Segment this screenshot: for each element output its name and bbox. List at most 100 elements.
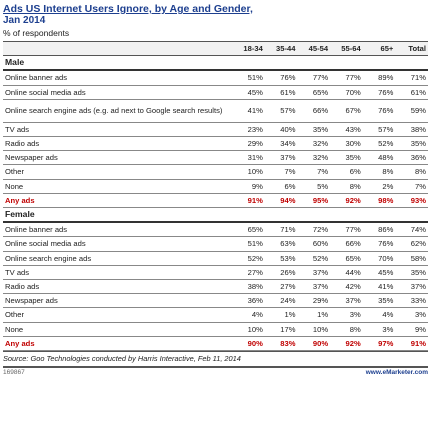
section-row: Male	[3, 55, 428, 72]
cell: 65%	[232, 222, 265, 238]
footer: 169867 www.eMarketer.com	[3, 366, 428, 377]
cell: 37%	[264, 150, 298, 166]
cell: 26%	[264, 265, 298, 281]
row-label: Other	[3, 164, 233, 180]
row-label: TV ads	[3, 122, 233, 138]
row-label: Newspaper ads	[3, 150, 233, 166]
cell: 66%	[330, 236, 363, 252]
title: Ads US Internet Users Ignore, by Age and…	[3, 3, 253, 15]
cell: 94%	[264, 193, 298, 209]
data-row: TV ads 23% 40% 35% 43% 57% 38%	[3, 122, 428, 138]
data-row: Online banner ads 51% 76% 77% 77% 89% 71%	[3, 70, 428, 86]
cell: 23%	[232, 122, 265, 138]
data-row: Newspaper ads 36% 24% 29% 37% 35% 33%	[3, 293, 428, 309]
cell: 95%	[297, 193, 331, 209]
cell: 62%	[395, 236, 428, 252]
cell: 76%	[362, 99, 396, 123]
cell: 66%	[297, 99, 331, 123]
data-table: 18-34 35-44 45-54 55-64 65+ Total Male Online …	[3, 40, 428, 352]
cell: 65%	[297, 85, 331, 100]
cell: 3%	[362, 322, 396, 337]
cell: 36%	[232, 293, 265, 309]
cell: 57%	[264, 99, 298, 123]
cell: 65%	[330, 251, 363, 266]
cell: 33%	[395, 293, 428, 309]
column-header: 18-34	[232, 40, 265, 57]
cell: 2%	[362, 179, 396, 194]
header-row: 18-34 35-44 45-54 55-64 65+ Total	[3, 40, 428, 57]
row-label: Online social media ads	[3, 236, 233, 252]
row-label: Any ads	[3, 336, 233, 352]
cell: 77%	[330, 70, 363, 86]
row-label: Any ads	[3, 193, 233, 209]
cell: 27%	[232, 265, 265, 281]
subtitle: % of respondents	[3, 28, 70, 38]
cell: 3%	[330, 307, 363, 323]
cell: 35%	[362, 293, 396, 309]
cell: 7%	[297, 164, 331, 180]
cell: 37%	[297, 279, 331, 295]
column-header: Total	[395, 40, 428, 57]
cell: 8%	[330, 322, 363, 337]
cell: 76%	[362, 85, 396, 100]
cell: 98%	[362, 193, 396, 209]
column-header: 35-44	[264, 40, 298, 57]
cell: 34%	[264, 136, 298, 152]
date: Jan 2014	[3, 15, 46, 26]
data-row: Online banner ads 65% 71% 72% 77% 86% 74%	[3, 222, 428, 238]
cell: 38%	[232, 279, 265, 295]
data-row: Any ads 90% 83% 90% 92% 97% 91%	[3, 336, 428, 352]
cell: 8%	[362, 164, 396, 180]
cell: 35%	[395, 136, 428, 152]
cell: 7%	[395, 179, 428, 194]
cell: 71%	[264, 222, 298, 238]
cell: 27%	[264, 279, 298, 295]
cell: 45%	[232, 85, 265, 100]
cell: 57%	[362, 122, 396, 138]
data-row: Any ads 91% 94% 95% 92% 98% 93%	[3, 193, 428, 209]
data-row: Radio ads 38% 27% 37% 42% 41% 37%	[3, 279, 428, 295]
cell: 72%	[297, 222, 331, 238]
cell: 43%	[330, 122, 363, 138]
cell: 77%	[330, 222, 363, 238]
cell: 76%	[264, 70, 298, 86]
row-label: Online banner ads	[3, 70, 233, 86]
cell: 52%	[232, 251, 265, 266]
row-label: TV ads	[3, 265, 233, 281]
cell: 36%	[395, 150, 428, 166]
row-label: Newspaper ads	[3, 293, 233, 309]
cell: 35%	[395, 265, 428, 281]
header-cell	[3, 40, 233, 57]
cell: 92%	[330, 193, 363, 209]
data-row: None 10% 17% 10% 8% 3% 9%	[3, 322, 428, 337]
cell: 6%	[330, 164, 363, 180]
data-row: Other 10% 7% 7% 6% 8% 8%	[3, 164, 428, 180]
section-label: Female	[3, 207, 428, 224]
cell: 61%	[264, 85, 298, 100]
row-label: Radio ads	[3, 279, 233, 295]
row-label: Online banner ads	[3, 222, 233, 238]
cell: 8%	[395, 164, 428, 180]
cell: 77%	[297, 70, 331, 86]
cell: 4%	[232, 307, 265, 323]
data-row: Newspaper ads 31% 37% 32% 35% 48% 36%	[3, 150, 428, 166]
cell: 90%	[232, 336, 265, 352]
cell: 24%	[264, 293, 298, 309]
data-row: Radio ads 29% 34% 32% 30% 52% 35%	[3, 136, 428, 152]
cell: 37%	[297, 265, 331, 281]
cell: 52%	[362, 136, 396, 152]
cell: 35%	[297, 122, 331, 138]
cell: 4%	[362, 307, 396, 323]
source: Source: Goo Technologies conducted by Ha…	[3, 351, 428, 364]
report: Ads US Internet Users Ignore, by Age and…	[3, 3, 428, 377]
cell: 71%	[395, 70, 428, 86]
cell: 83%	[264, 336, 298, 352]
cell: 74%	[395, 222, 428, 238]
column-header: 55-64	[330, 40, 363, 57]
row-label: Online search engine ads	[3, 251, 233, 266]
cell: 93%	[395, 193, 428, 209]
row-label: Online social media ads	[3, 85, 233, 100]
data-row: Online social media ads 45% 61% 65% 70% 76% 61…	[3, 85, 428, 100]
cell: 17%	[264, 322, 298, 337]
cell: 6%	[264, 179, 298, 194]
